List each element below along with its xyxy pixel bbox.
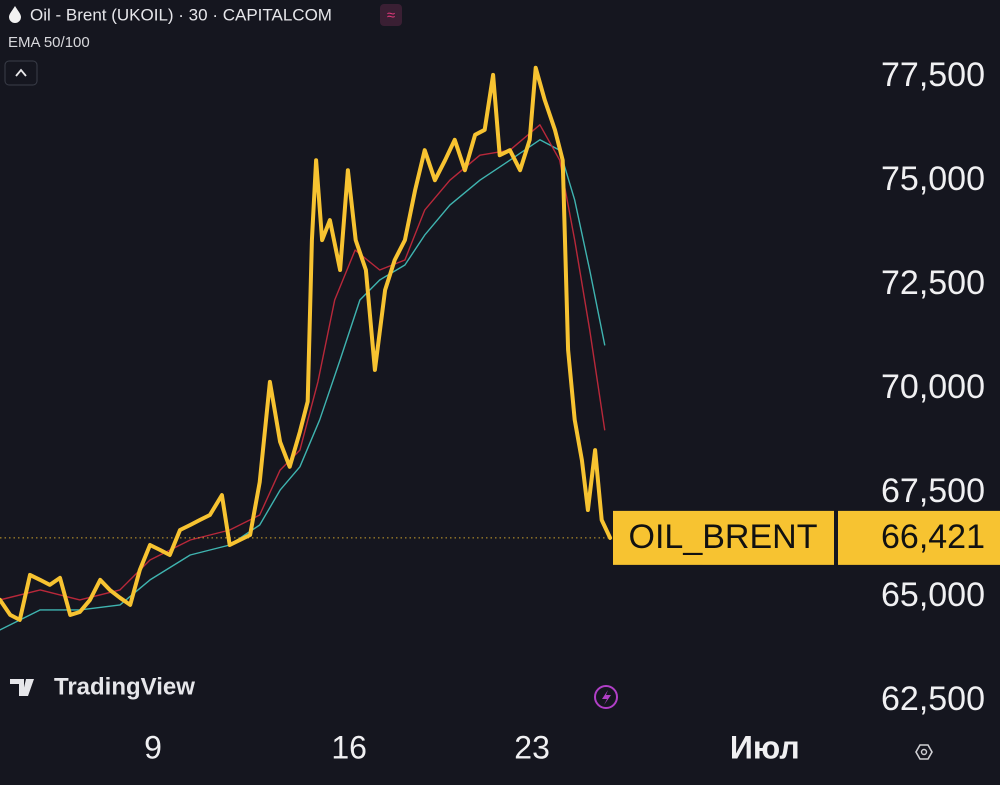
settings-dot xyxy=(920,748,928,756)
series-tag xyxy=(613,510,834,565)
flash-icon[interactable] xyxy=(594,685,618,709)
logo-mark xyxy=(10,679,34,696)
plot: 62,500 65,000 67,500 70,000 72,500 75,000 77,5… xyxy=(0,56,1000,765)
ema-line xyxy=(0,139,606,631)
y-tick-label: 75,000 xyxy=(881,160,985,198)
indicator-glyph: ≈ xyxy=(387,7,395,24)
price-line xyxy=(0,65,613,622)
y-tick-label: 72,500 xyxy=(881,264,985,302)
y-tick-label: 65,000 xyxy=(881,576,985,614)
settings-icon[interactable] xyxy=(915,744,933,760)
collapse-icon xyxy=(15,68,27,77)
collapse-button[interactable] xyxy=(4,60,38,86)
chart-title: Oil - Brent (UKOIL) · 30 · CAPITALCOM xyxy=(30,5,332,24)
x-tick-label: 16 xyxy=(331,729,367,765)
price-tag xyxy=(838,510,1000,565)
x-tick-label: Июл xyxy=(730,729,800,765)
y-tick-label: 77,500 xyxy=(881,56,985,94)
watermark: TradingView xyxy=(54,673,195,700)
y-tick-label: 70,000 xyxy=(881,368,985,406)
price-label: 66,421 xyxy=(881,518,985,556)
y-tick-label: 62,500 xyxy=(881,680,985,718)
y-tick-label: 67,500 xyxy=(881,472,985,510)
x-tick-label: 9 xyxy=(144,729,162,765)
x-tick-label: 23 xyxy=(514,729,550,765)
flash-glyph xyxy=(602,690,611,705)
indicator-icon[interactable] xyxy=(380,4,402,26)
series-name: OIL_BRENT xyxy=(629,518,818,556)
symbol-icon xyxy=(9,6,21,23)
ema-line xyxy=(0,124,606,601)
chart-subtitle: EMA 50/100 xyxy=(8,34,90,51)
